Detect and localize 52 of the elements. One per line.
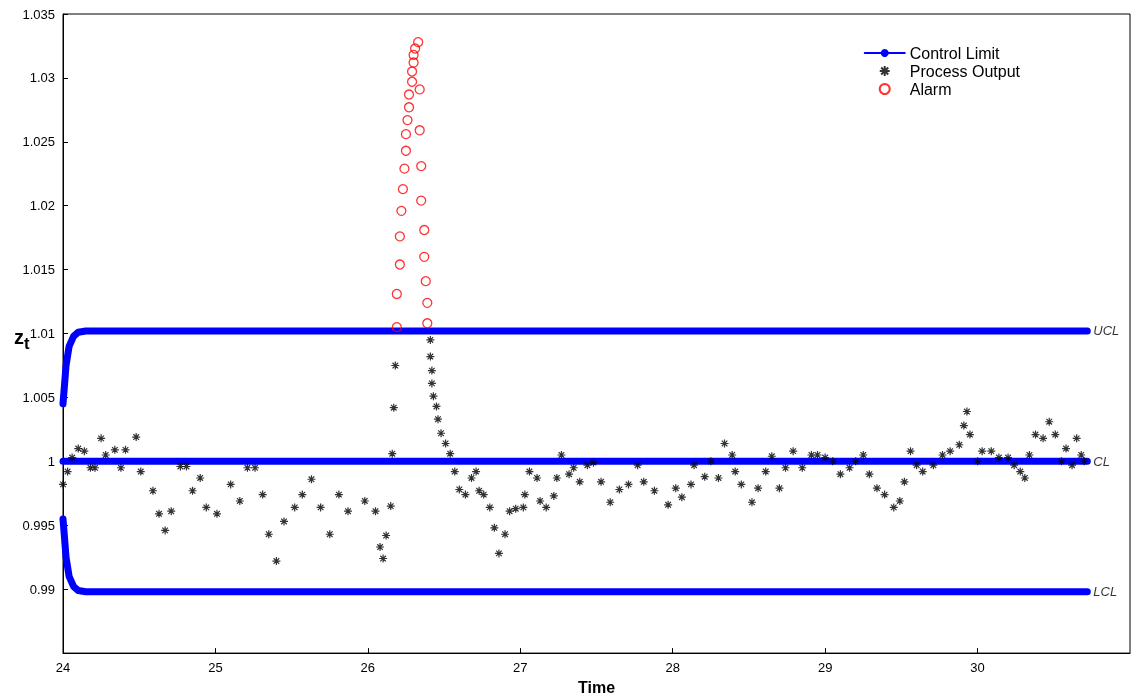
point	[403, 89, 415, 100]
y-tick-label: 1.025	[22, 134, 55, 150]
point	[394, 259, 406, 270]
point	[391, 322, 402, 333]
point	[419, 251, 430, 263]
x-tick-label: 24	[55, 660, 71, 676]
point	[402, 114, 413, 126]
point	[403, 102, 415, 113]
y-tick-label: 0.995	[22, 517, 55, 533]
y-tick-label: 1.02	[29, 198, 55, 214]
y-tick-label: 1.035	[22, 6, 55, 22]
point	[396, 205, 407, 216]
point	[416, 160, 427, 172]
point	[400, 145, 412, 156]
y-tick-label: 1.03	[29, 70, 55, 86]
point	[414, 84, 425, 95]
point	[406, 76, 418, 87]
y-tick-label: 1.015	[22, 262, 55, 278]
point	[414, 125, 425, 136]
point	[397, 183, 409, 195]
point	[420, 276, 431, 287]
point	[416, 195, 427, 206]
y-tick-label: 0.99	[29, 581, 55, 597]
y-tick-label: 1	[47, 453, 55, 469]
legend-label: Alarm	[909, 80, 952, 98]
point	[400, 129, 412, 140]
point	[408, 49, 419, 61]
point	[399, 163, 410, 174]
point	[394, 231, 406, 242]
x-tick-label: 28	[665, 660, 680, 676]
point	[413, 36, 424, 48]
x-tick-label: 26	[360, 660, 376, 676]
point	[406, 66, 418, 77]
y-tick-label: 1.005	[22, 389, 55, 405]
y-tick-label: 1.01	[29, 326, 55, 342]
point	[422, 297, 433, 309]
annotation: LCL	[1093, 584, 1118, 600]
legend-label: Control Limit	[909, 44, 1001, 62]
y-axis-title: z$_{t}$	[14, 326, 30, 354]
x-tick-label: 29	[817, 660, 833, 676]
x-tick-label: 27	[513, 660, 528, 676]
point	[422, 318, 433, 329]
legend-label: Process Output	[909, 62, 1021, 80]
annotation: UCL	[1093, 323, 1120, 339]
point	[419, 224, 430, 236]
x-tick-label: 30	[970, 660, 985, 676]
annotation: CL	[1093, 453, 1110, 469]
point	[409, 43, 421, 54]
point	[408, 57, 419, 68]
x-axis-title: Time	[577, 678, 616, 696]
point	[391, 288, 402, 300]
x-tick-label: 25	[208, 660, 223, 676]
